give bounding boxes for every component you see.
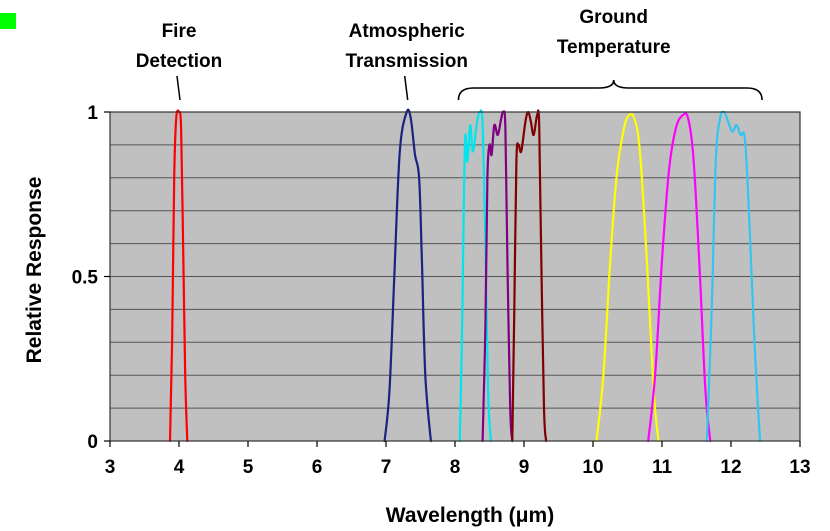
annotation-line2: Detection <box>136 51 223 72</box>
series-line-6 <box>595 112 660 443</box>
y-tick-label: 0 <box>87 432 98 453</box>
x-tick-label: 6 <box>312 457 323 478</box>
series-line-7 <box>647 112 712 443</box>
x-tick-label: 11 <box>652 457 673 478</box>
series-line-5 <box>511 109 548 443</box>
x-tick-label: 7 <box>381 457 392 478</box>
axes: 3 4 5 6 7 8 9 10 11 12 13 0 0.5 1 <box>72 103 811 478</box>
annotation-line2: Temperature <box>557 37 671 58</box>
annotation-line1: Atmospheric <box>349 21 466 42</box>
y-tick-label: 0.5 <box>72 268 99 289</box>
y-tick-label: 1 <box>87 103 98 124</box>
x-tick-label: 10 <box>582 457 603 478</box>
x-tick-label: 4 <box>174 457 185 478</box>
x-tick-label: 8 <box>450 457 461 478</box>
grid-lines <box>110 144 800 409</box>
x-tick-label: 12 <box>720 457 741 478</box>
brace-ground-temperature <box>457 79 763 101</box>
annotation-line1: Ground <box>579 7 648 28</box>
corner-marker <box>0 13 16 29</box>
x-tick-label: 13 <box>789 457 810 478</box>
y-axis-label: Relative Response <box>23 177 46 364</box>
series-line-8 <box>705 110 762 443</box>
annotation-pointer <box>176 75 181 101</box>
series-line-2 <box>383 108 432 443</box>
series-line-4 <box>481 110 514 443</box>
x-tick-label: 3 <box>105 457 116 478</box>
annotations: Fire Detection Atmospheric Transmission Grou… <box>136 7 763 101</box>
annotation-line2: Transmission <box>345 51 468 72</box>
x-tick-label: 9 <box>519 457 530 478</box>
annotation-line1: Fire <box>162 21 197 42</box>
x-axis-label: Wavelength (μm) <box>386 504 554 527</box>
x-tick-label: 5 <box>243 457 254 478</box>
annotation-pointer <box>403 75 409 101</box>
